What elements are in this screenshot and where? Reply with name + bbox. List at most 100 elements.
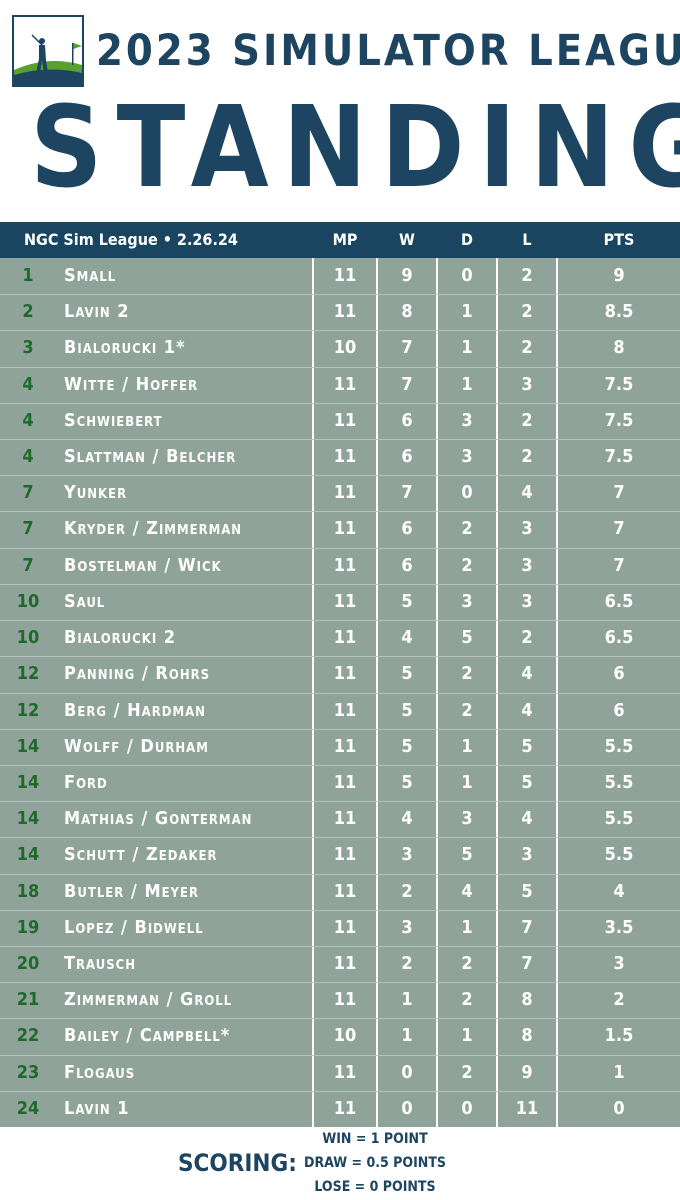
column-header: W	[399, 230, 415, 249]
stat: 11	[333, 265, 357, 286]
scoring-rule: DRAW = 0.5 POINTS	[303, 1155, 446, 1171]
team-name: Trausch	[64, 952, 136, 974]
row-divider	[0, 837, 680, 839]
team-name: Schutt / Zedaker	[64, 844, 218, 866]
stat: 4	[401, 627, 413, 649]
table-body: 1 Small 11 9 0 2 9 2 Lavin 2 11 8 1 2 8.5 3 Bialorucki …	[0, 258, 680, 1127]
team-name: Bostelman / Wick	[64, 554, 222, 576]
stat: 11	[333, 1097, 357, 1119]
stat: 0	[613, 1097, 625, 1119]
stat: 11	[333, 518, 357, 540]
rank: 14	[16, 808, 40, 830]
stat: 5	[401, 771, 413, 793]
row-divider	[0, 330, 680, 332]
table-row: 7 Bostelman / Wick 11 6 2 3 7	[0, 548, 680, 584]
stat: 11	[515, 1097, 539, 1119]
stat: 2	[461, 554, 473, 576]
stat: 3	[613, 952, 625, 974]
rank: 14	[16, 735, 40, 757]
stat: 3	[521, 554, 533, 576]
column-header: PTS	[603, 230, 635, 249]
table-row: 19 Lopez / Bidwell 11 3 1 7 3.5	[0, 910, 680, 946]
team-name: Flogaus	[64, 1061, 136, 1083]
rank: 1	[22, 265, 34, 286]
stat: 11	[333, 663, 357, 685]
stat: 2	[521, 627, 533, 649]
row-divider	[0, 982, 680, 984]
team-name: Bailey / Campbell*	[64, 1025, 231, 1047]
stat: 11	[333, 627, 357, 649]
stat: 4	[461, 880, 473, 902]
stat: 4	[401, 808, 413, 830]
stat: 5	[401, 663, 413, 685]
stat: 2	[613, 989, 625, 1011]
stat: 2	[521, 265, 533, 286]
stat: 8	[613, 337, 625, 359]
stat: 7.5	[604, 409, 634, 431]
stat: 6	[401, 409, 413, 431]
team-name: Butler / Meyer	[64, 880, 200, 902]
stat: 3	[521, 518, 533, 540]
footer: SCORING: WIN = 1 POINT DRAW = 0.5 POINTS L…	[0, 1127, 680, 1200]
stat: 5	[461, 627, 473, 649]
rank: 14	[16, 844, 40, 866]
stat: 7	[613, 554, 625, 576]
team-name: Saul	[64, 590, 106, 612]
stat: 0	[461, 1097, 473, 1119]
stat: 7	[521, 952, 533, 974]
scoring-rule: WIN = 1 POINT	[322, 1131, 428, 1147]
stat: 2	[461, 518, 473, 540]
stat: 5.5	[604, 808, 634, 830]
table-row: 2 Lavin 2 11 8 1 2 8.5	[0, 294, 680, 330]
stat: 11	[333, 409, 357, 431]
stat: 11	[333, 916, 357, 938]
stat: 11	[333, 554, 357, 576]
stat: 3	[461, 590, 473, 612]
stat: 2	[401, 880, 413, 902]
table-row: 21 Zimmerman / Groll 11 1 2 8 2	[0, 982, 680, 1018]
stat: 1	[461, 301, 473, 323]
row-divider	[0, 801, 680, 803]
rank: 4	[22, 409, 34, 431]
row-divider	[0, 583, 680, 585]
stat: 1	[461, 1025, 473, 1047]
stat: 11	[333, 735, 357, 757]
rank: 4	[22, 446, 34, 468]
stat: 3	[401, 844, 413, 866]
stat: 5	[521, 771, 533, 793]
table-row: 20 Trausch 11 2 2 7 3	[0, 946, 680, 982]
stat: 11	[333, 844, 357, 866]
stat: 11	[333, 880, 357, 902]
table-row: 14 Schutt / Zedaker 11 3 5 3 5.5	[0, 837, 680, 873]
stat: 9	[521, 1061, 533, 1083]
stat: 3	[521, 844, 533, 866]
table-row: 12 Panning / Rohrs 11 5 2 4 6	[0, 656, 680, 692]
stat: 3	[401, 916, 413, 938]
team-name: Schwiebert	[64, 409, 163, 431]
team-name: Lopez / Bidwell	[64, 916, 204, 938]
stat: 1	[461, 337, 473, 359]
stat: 1	[613, 1061, 625, 1083]
stat: 5	[401, 699, 413, 721]
team-name: Berg / Hardman	[64, 699, 206, 721]
row-divider	[0, 764, 680, 766]
stat: 5.5	[604, 771, 634, 793]
row-divider	[0, 475, 680, 477]
row-divider	[0, 728, 680, 730]
rank: 23	[16, 1061, 40, 1083]
stat: 8	[521, 1025, 533, 1047]
team-name: Witte / Hoffer	[64, 373, 199, 395]
team-name: Ford	[64, 771, 108, 793]
stat: 4	[521, 699, 533, 721]
team-name: Panning / Rohrs	[64, 663, 211, 685]
team-name: Bialorucki 2	[64, 627, 177, 649]
stat: 7.5	[604, 373, 634, 395]
rank: 3	[22, 337, 34, 359]
stat: 9	[613, 265, 625, 286]
team-name: Mathias / Gonterman	[64, 808, 253, 830]
stat: 5	[461, 844, 473, 866]
stat: 11	[333, 771, 357, 793]
table-row: 7 Kryder / Zimmerman 11 6 2 3 7	[0, 511, 680, 547]
table-header: NGC Sim League • 2.26.24 MP W D L PTS	[0, 222, 680, 258]
stat: 8	[521, 989, 533, 1011]
